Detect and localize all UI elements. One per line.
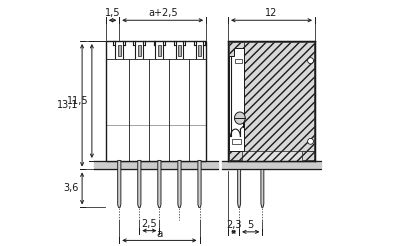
Text: 13,1: 13,1 <box>57 100 78 110</box>
Polygon shape <box>158 160 161 207</box>
Text: 12: 12 <box>265 8 278 18</box>
Polygon shape <box>244 42 314 151</box>
Polygon shape <box>118 160 121 207</box>
Polygon shape <box>198 45 201 56</box>
Text: 2,3: 2,3 <box>226 220 241 230</box>
Ellipse shape <box>234 112 245 124</box>
Polygon shape <box>229 41 312 151</box>
Polygon shape <box>158 45 161 56</box>
Polygon shape <box>229 151 242 160</box>
Polygon shape <box>178 45 181 56</box>
Text: 11,5: 11,5 <box>66 96 88 106</box>
Polygon shape <box>138 45 141 56</box>
Circle shape <box>308 58 314 63</box>
Polygon shape <box>236 59 242 63</box>
Text: 5: 5 <box>248 220 254 230</box>
Polygon shape <box>238 169 241 207</box>
Polygon shape <box>232 139 241 144</box>
Polygon shape <box>302 151 314 160</box>
Polygon shape <box>228 41 315 161</box>
Text: a+2,5: a+2,5 <box>148 8 178 18</box>
Polygon shape <box>106 41 206 161</box>
Polygon shape <box>234 41 242 57</box>
Polygon shape <box>118 45 121 56</box>
Polygon shape <box>229 42 314 151</box>
Text: 3,6: 3,6 <box>63 184 78 193</box>
Polygon shape <box>178 160 181 207</box>
Polygon shape <box>138 160 141 207</box>
Polygon shape <box>198 160 201 207</box>
Polygon shape <box>229 42 244 56</box>
Text: 2,5: 2,5 <box>142 219 157 229</box>
Polygon shape <box>261 169 264 207</box>
Text: a: a <box>156 229 162 239</box>
Polygon shape <box>229 48 244 151</box>
Text: 1,5: 1,5 <box>105 8 120 18</box>
Circle shape <box>308 138 314 144</box>
